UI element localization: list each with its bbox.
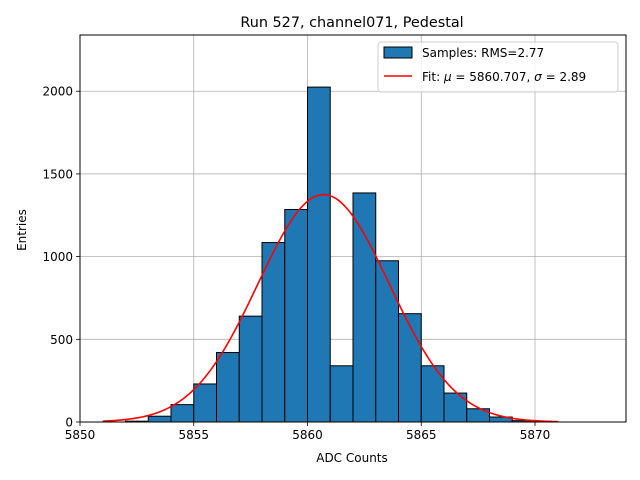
y-tick-label: 2000 bbox=[42, 85, 73, 99]
x-tick-label: 5870 bbox=[520, 428, 551, 442]
histogram-bar bbox=[307, 86, 331, 423]
legend: Samples: RMS=2.77 Fit: μ = 5860.707, σ =… bbox=[377, 41, 619, 93]
histogram-bar bbox=[170, 404, 195, 423]
x-tick-label: 5855 bbox=[178, 428, 209, 442]
fit-curve-layer bbox=[102, 193, 558, 423]
histogram-bar bbox=[147, 415, 172, 423]
histogram-bar bbox=[329, 365, 354, 423]
legend-fit-label: Fit: μ = 5860.707, σ = 2.89 bbox=[422, 70, 586, 84]
histogram-bar bbox=[375, 260, 399, 423]
histogram-bar bbox=[193, 383, 217, 423]
y-tick-label: 500 bbox=[50, 333, 73, 347]
y-tick-label: 1500 bbox=[42, 167, 73, 181]
plot-frame bbox=[79, 34, 627, 423]
fit-curve bbox=[102, 193, 558, 423]
histogram-bar bbox=[352, 192, 377, 423]
histogram-bars bbox=[125, 86, 559, 423]
x-tick-label: 5850 bbox=[65, 428, 96, 442]
x-axis-label: ADC Counts bbox=[316, 451, 388, 465]
histogram-bar bbox=[398, 313, 422, 423]
legend-frame bbox=[377, 41, 619, 93]
y-axis-label: Entries bbox=[15, 209, 29, 251]
legend-histogram-swatch bbox=[383, 46, 413, 59]
legend-histogram-label: Samples: RMS=2.77 bbox=[422, 46, 544, 60]
y-tick-label: 0 bbox=[65, 416, 73, 430]
y-axis: 0 500 1000 1500 2000 bbox=[42, 85, 80, 430]
x-axis: 5850 5855 5860 5865 5870 bbox=[65, 422, 551, 442]
x-tick-label: 5860 bbox=[292, 428, 323, 442]
chart-title: Run 527, channel071, Pedestal bbox=[240, 15, 463, 31]
histogram-bar bbox=[284, 208, 308, 423]
x-tick-label: 5865 bbox=[406, 428, 437, 442]
histogram-bar bbox=[238, 315, 263, 423]
y-tick-label: 1000 bbox=[42, 250, 73, 264]
histogram-bar bbox=[216, 352, 240, 423]
